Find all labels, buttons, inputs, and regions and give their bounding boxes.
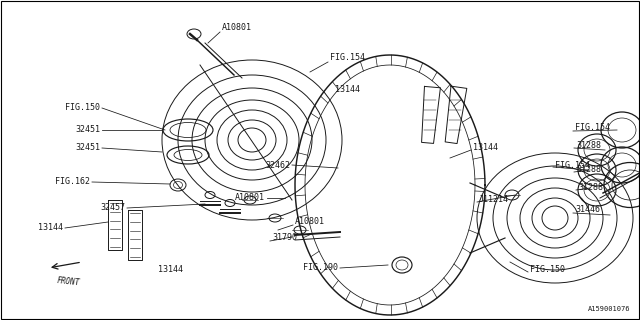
Text: 32451: 32451 bbox=[75, 143, 100, 153]
Text: 31446: 31446 bbox=[575, 205, 600, 214]
Text: 31790: 31790 bbox=[272, 234, 297, 243]
Text: FRONT: FRONT bbox=[56, 276, 80, 287]
Text: FIG.154: FIG.154 bbox=[555, 161, 590, 170]
Text: FIG.150: FIG.150 bbox=[65, 103, 100, 113]
Text: 13144: 13144 bbox=[38, 223, 63, 233]
Text: A10801: A10801 bbox=[222, 23, 252, 33]
Text: 31288: 31288 bbox=[578, 183, 603, 193]
Text: A10801: A10801 bbox=[295, 218, 325, 227]
Text: A10801: A10801 bbox=[235, 194, 265, 203]
Text: 31288: 31288 bbox=[576, 140, 601, 149]
Text: FIG.150: FIG.150 bbox=[530, 266, 565, 275]
Text: 13144: 13144 bbox=[335, 85, 360, 94]
Text: J11214: J11214 bbox=[479, 196, 509, 204]
Text: 32462: 32462 bbox=[265, 161, 290, 170]
Text: FIG.162: FIG.162 bbox=[55, 178, 90, 187]
Text: 31288: 31288 bbox=[576, 165, 601, 174]
Text: 13144: 13144 bbox=[158, 266, 183, 275]
Text: 13144: 13144 bbox=[473, 143, 498, 153]
Text: A159001076: A159001076 bbox=[588, 306, 630, 312]
Text: 32451: 32451 bbox=[75, 125, 100, 134]
Text: FIG.154: FIG.154 bbox=[575, 124, 610, 132]
Text: FIG.154: FIG.154 bbox=[330, 53, 365, 62]
Text: FIG.190: FIG.190 bbox=[303, 263, 338, 273]
Text: 32457: 32457 bbox=[100, 204, 125, 212]
